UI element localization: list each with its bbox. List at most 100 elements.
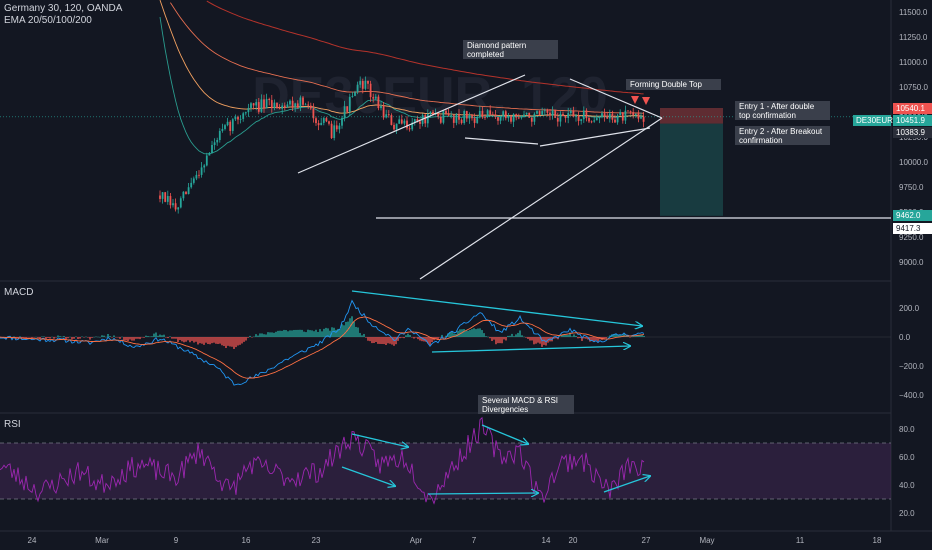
macd-histogram-bar bbox=[361, 335, 363, 337]
macd-histogram-bar bbox=[375, 337, 377, 343]
macd-histogram-bar bbox=[513, 336, 515, 337]
macd-histogram-bar bbox=[499, 337, 501, 344]
macd-histogram-bar bbox=[141, 337, 143, 338]
macd-histogram-bar bbox=[239, 337, 241, 345]
macd-histogram-bar bbox=[223, 337, 225, 347]
macd-histogram-bar bbox=[585, 337, 587, 339]
candle bbox=[351, 91, 354, 98]
divergence-note[interactable]: Several MACD & RSI Divergencies bbox=[478, 395, 574, 414]
macd-histogram-bar bbox=[577, 337, 579, 339]
trend-line[interactable] bbox=[539, 127, 651, 147]
divergence-arrows[interactable] bbox=[341, 290, 650, 494]
divergence-arrow[interactable] bbox=[341, 466, 395, 486]
price-label-support: 9417.3 bbox=[893, 223, 932, 234]
macd-histogram-bar bbox=[159, 334, 161, 337]
trend-line[interactable] bbox=[464, 137, 539, 145]
macd-histogram-bar bbox=[429, 337, 431, 345]
macd-histogram-bar bbox=[115, 337, 117, 338]
candle bbox=[192, 176, 195, 185]
stop-loss-zone[interactable] bbox=[660, 107, 723, 124]
macd-histogram-bar bbox=[443, 337, 445, 338]
macd-histogram-bar bbox=[69, 336, 71, 338]
time-tick-label: 9 bbox=[174, 536, 179, 545]
double-top-note[interactable]: Forming Double Top bbox=[626, 79, 721, 90]
macd-histogram-bar bbox=[89, 337, 91, 340]
macd-histogram-bar bbox=[121, 336, 123, 338]
entry2-note[interactable]: Entry 2 - After Breakout confirmation bbox=[735, 126, 830, 145]
macd-histogram-bar bbox=[211, 337, 213, 344]
diamond-pattern-note[interactable]: Diamond pattern completed bbox=[463, 40, 558, 59]
candle bbox=[481, 106, 484, 119]
candle bbox=[546, 108, 549, 117]
time-tick-label: Mar bbox=[95, 536, 109, 545]
macd-histogram-bar bbox=[315, 329, 317, 337]
candle bbox=[538, 110, 541, 116]
candle bbox=[549, 109, 551, 121]
macd-histogram-bar bbox=[353, 321, 355, 337]
candle bbox=[377, 94, 380, 111]
macd-histogram-bar bbox=[255, 334, 257, 337]
divergence-arrow[interactable] bbox=[427, 493, 538, 494]
candle bbox=[182, 191, 185, 201]
trend-line[interactable] bbox=[419, 117, 663, 280]
candle bbox=[507, 112, 510, 122]
divergence-arrow[interactable] bbox=[603, 476, 650, 493]
candle bbox=[393, 122, 395, 131]
rsi-tick-label: 80.0 bbox=[899, 425, 915, 434]
candle bbox=[528, 112, 531, 119]
time-tick-label: 20 bbox=[569, 536, 578, 545]
rsi-pane bbox=[0, 416, 645, 505]
divergence-arrow[interactable] bbox=[351, 433, 408, 447]
candle bbox=[231, 118, 234, 134]
rsi-line bbox=[0, 416, 645, 505]
macd-histogram-bar bbox=[301, 329, 303, 337]
macd-histogram-bar bbox=[305, 332, 307, 337]
divergence-arrow[interactable] bbox=[351, 290, 642, 326]
note-line: Divergencies bbox=[482, 405, 529, 414]
macd-histogram-bar bbox=[495, 337, 497, 345]
macd-tick-label: −200.0 bbox=[899, 362, 924, 371]
macd-histogram-bar bbox=[203, 337, 205, 345]
candle bbox=[629, 110, 632, 115]
candle bbox=[523, 110, 525, 118]
macd-histogram-bar bbox=[311, 330, 313, 337]
entry1-note[interactable]: Entry 1 - After double top confirmation bbox=[735, 101, 830, 120]
candle bbox=[494, 110, 497, 119]
macd-histogram-bar bbox=[487, 336, 489, 338]
macd-pane-label: MACD bbox=[4, 287, 34, 298]
candle bbox=[408, 125, 411, 132]
trend-line[interactable] bbox=[297, 74, 526, 174]
macd-histogram-bar bbox=[231, 337, 233, 347]
macd-histogram-bar bbox=[521, 335, 523, 337]
macd-histogram-bar bbox=[145, 335, 147, 337]
divergence-arrow[interactable] bbox=[431, 346, 630, 353]
macd-histogram-bar bbox=[407, 333, 409, 337]
take-profit-zone[interactable] bbox=[660, 123, 723, 216]
divergence-arrow[interactable] bbox=[481, 424, 528, 444]
macd-histogram-bar bbox=[25, 337, 27, 338]
candle bbox=[164, 191, 167, 203]
macd-histogram-bar bbox=[405, 335, 407, 337]
macd-histogram-bar bbox=[113, 335, 115, 337]
trend-line[interactable] bbox=[569, 78, 663, 119]
candle bbox=[364, 76, 367, 91]
candle bbox=[302, 96, 304, 107]
macd-histogram-bar bbox=[297, 329, 299, 337]
macd-histogram-bar bbox=[281, 330, 283, 337]
note-line: top confirmation bbox=[739, 111, 796, 120]
price-tick-label: 11500.0 bbox=[899, 8, 928, 17]
macd-histogram-bar bbox=[183, 337, 185, 343]
macd-histogram-bar bbox=[427, 337, 429, 344]
macd-histogram-bar bbox=[561, 334, 563, 337]
macd-histogram-bar bbox=[425, 337, 427, 342]
macd-histogram-bar bbox=[273, 332, 275, 337]
macd-histogram-bar bbox=[367, 337, 369, 341]
candle bbox=[411, 117, 414, 132]
candle bbox=[226, 117, 229, 127]
candle bbox=[174, 198, 177, 212]
macd-histogram-bar bbox=[441, 334, 443, 337]
macd-histogram-bar bbox=[77, 337, 79, 340]
trend-lines[interactable] bbox=[297, 74, 891, 280]
macd-histogram-bar bbox=[465, 330, 467, 337]
